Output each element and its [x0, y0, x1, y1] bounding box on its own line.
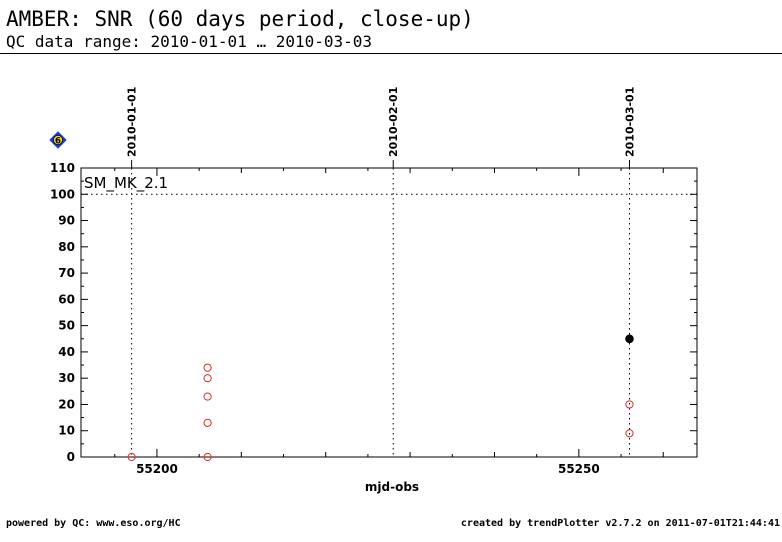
data-point-0-1 — [203, 363, 212, 372]
x-axis-label: mjd-obs — [365, 480, 419, 494]
date-label-2010-01-01: 2010-01-01 — [126, 87, 139, 157]
y-tick-label-40: 40 — [58, 345, 75, 359]
chart-title: AMBER: SNR (60 days period, close-up) — [6, 7, 474, 31]
y-axis-ticks: 0 10 20 30 40 50 60 70 80 90 100 110 — [50, 161, 697, 464]
data-point-0-4 — [203, 418, 212, 427]
date-marker-lines — [131, 160, 630, 457]
marker-badge: 6 — [49, 131, 67, 149]
y-tick-label-90: 90 — [58, 214, 75, 228]
x-axis-ticks: 55200 55250 — [114, 168, 664, 476]
data-point-0-5 — [203, 452, 212, 462]
y-tick-label-60: 60 — [58, 292, 75, 306]
y-tick-label-70: 70 — [58, 266, 75, 280]
badge-circle-icon — [53, 134, 64, 145]
x-tick-label-55250: 55250 — [558, 462, 600, 476]
plot-frame — [80, 167, 698, 458]
y-tick-label-110: 110 — [50, 161, 75, 175]
y-tick-label-50: 50 — [58, 319, 75, 333]
header-divider — [0, 53, 782, 54]
date-label-2010-03-01: 2010-03-01 — [623, 87, 636, 157]
data-point-1-0 — [625, 334, 634, 344]
chart-subtitle: QC data range: 2010-01-01 … 2010-03-03 — [6, 32, 373, 51]
y-tick-label-0: 0 — [67, 450, 75, 464]
date-marker-labels: 2010-01-01 2010-02-01 2010-03-01 — [126, 87, 637, 157]
panel-label: SM_MK_2.1 — [84, 174, 168, 193]
footer-powered-by: powered by QC: www.eso.org/HC — [6, 518, 181, 529]
x-tick-label-55200: 55200 — [136, 462, 178, 476]
data-point-0-2 — [203, 374, 212, 383]
y-tick-label-20: 20 — [58, 397, 75, 411]
date-label-2010-02-01: 2010-02-01 — [387, 87, 400, 157]
y-tick-label-80: 80 — [58, 240, 75, 254]
data-points — [127, 334, 634, 462]
footer-created-by: created by trendPlotter v2.7.2 on 2011-0… — [460, 518, 780, 529]
y-tick-label-30: 30 — [58, 371, 75, 385]
data-point-0-3 — [203, 392, 212, 401]
badge-number: 6 — [55, 137, 61, 147]
y-tick-label-100: 100 — [50, 187, 75, 201]
plot-border — [80, 167, 698, 458]
y-tick-label-10: 10 — [58, 424, 75, 438]
data-point-0-6 — [625, 400, 634, 409]
data-point-0-0 — [127, 452, 136, 462]
data-point-0-7 — [625, 429, 634, 438]
